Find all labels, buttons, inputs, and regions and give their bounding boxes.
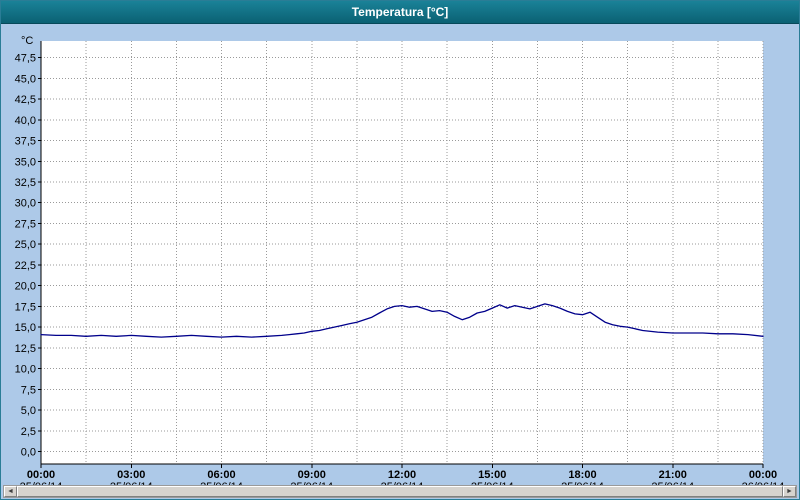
- y-tick-label: 30,0: [15, 198, 36, 210]
- plot-area: [41, 41, 763, 464]
- y-tick-label: 22,5: [15, 260, 36, 272]
- y-tick-label: 27,5: [15, 218, 36, 230]
- y-tick-label: 0,0: [21, 447, 36, 459]
- window-title-bar: Temperatura [°C]: [1, 1, 799, 24]
- scroll-left-icon: ◄: [7, 488, 14, 495]
- y-tick-label: 7,5: [21, 384, 36, 396]
- x-tick-time-label: 15:00: [478, 469, 506, 481]
- y-tick-label: 5,0: [21, 405, 36, 417]
- y-tick-label: 37,5: [15, 136, 36, 148]
- scroll-left-button[interactable]: ◄: [4, 486, 17, 497]
- horizontal-scrollbar[interactable]: ◄ ►: [3, 485, 797, 498]
- x-tick-time-label: 09:00: [298, 469, 326, 481]
- y-axis-unit-label: °C: [21, 35, 34, 47]
- x-tick-time-label: 12:00: [388, 469, 416, 481]
- y-tick-label: 47,5: [15, 53, 36, 65]
- y-tick-label: 17,5: [15, 301, 36, 313]
- y-tick-label: 2,5: [21, 426, 36, 438]
- y-tick-label: 10,0: [15, 364, 36, 376]
- scrollbar-thumb[interactable]: [17, 486, 783, 497]
- scrollbar-track[interactable]: [17, 486, 783, 497]
- x-tick-time-label: 21:00: [659, 469, 687, 481]
- y-tick-label: 42,5: [15, 94, 36, 106]
- scroll-right-button[interactable]: ►: [783, 486, 796, 497]
- y-tick-label: 40,0: [15, 115, 36, 127]
- x-tick-time-label: 18:00: [568, 469, 596, 481]
- y-tick-label: 45,0: [15, 73, 36, 85]
- y-tick-label: 32,5: [15, 177, 36, 189]
- x-tick-time-label: 00:00: [749, 469, 777, 481]
- temperature-line: [40, 303, 764, 338]
- y-tick-label: 25,0: [15, 239, 36, 251]
- y-tick-label: 20,0: [15, 281, 36, 293]
- x-tick-time-label: 06:00: [207, 469, 235, 481]
- y-tick-label: 35,0: [15, 156, 36, 168]
- window-title: Temperatura [°C]: [351, 5, 449, 19]
- y-tick-label: 15,0: [15, 322, 36, 334]
- x-tick-time-label: 03:00: [117, 469, 145, 481]
- y-tick-label: 12,5: [15, 343, 36, 355]
- scroll-right-icon: ►: [786, 488, 793, 495]
- x-tick-time-label: 00:00: [27, 469, 55, 481]
